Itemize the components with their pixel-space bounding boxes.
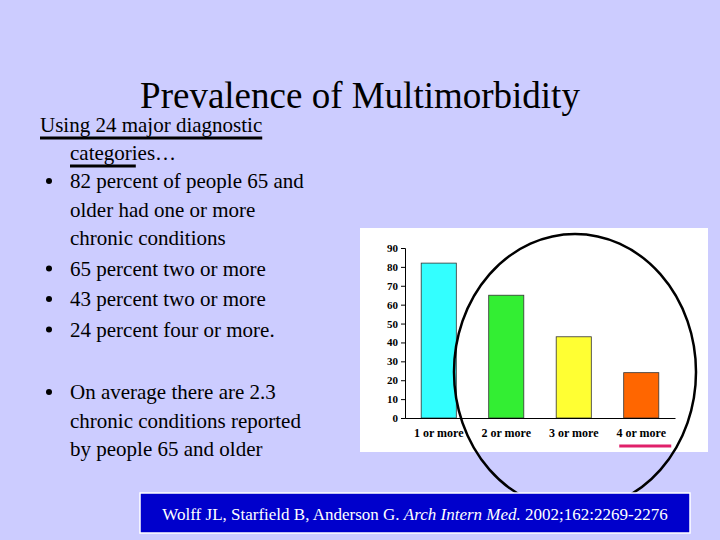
- tick-label: 0: [393, 412, 399, 424]
- tick: 70: [387, 280, 405, 292]
- tick-label: 40: [387, 336, 399, 348]
- tick-mark: [401, 342, 405, 343]
- tick-label: 60: [387, 299, 399, 311]
- bullet-text: 65 percent two or more: [70, 257, 266, 281]
- bullet-text: 24 percent four or more.: [70, 318, 275, 342]
- intro-line: Using 24 major diagnostic: [40, 113, 262, 137]
- bullet-dot: [46, 178, 52, 184]
- bullet-dot: [46, 327, 52, 333]
- tick-label: 1 or more: [414, 426, 464, 440]
- slide-title: Prevalence of Multimorbidity: [140, 75, 580, 116]
- tick-label: 2 or more: [481, 426, 531, 440]
- bar: [624, 373, 659, 418]
- bullet-dot: [46, 296, 52, 302]
- highlight-underline: [619, 445, 671, 448]
- tick-mark: [401, 399, 405, 400]
- tick: 90: [387, 242, 405, 254]
- bullet-text: 82 percent of people 65 and: [70, 169, 304, 193]
- intro-line: categories…: [70, 141, 176, 165]
- bullet-text: On average there are 2.3: [70, 380, 276, 404]
- citation-details: 2002;162:2269-2276: [525, 505, 668, 524]
- tick-label: 3 or more: [549, 426, 599, 440]
- tick-mark: [401, 267, 405, 268]
- tick: 40: [387, 336, 405, 348]
- bullet-text: chronic conditions: [70, 226, 226, 250]
- tick: 80: [387, 261, 405, 273]
- tick-mark: [401, 305, 405, 306]
- tick: 1 or more: [414, 418, 464, 440]
- tick: 60: [387, 299, 405, 311]
- bar: [421, 263, 456, 418]
- tick-label: 30: [387, 355, 399, 367]
- tick-mark: [401, 361, 405, 362]
- highlight-circle: [454, 234, 696, 510]
- axis-line: [401, 249, 406, 419]
- tick-label: 90: [387, 242, 399, 254]
- tick-label: 20: [387, 374, 399, 386]
- bullet-text: 43 percent two or more: [70, 287, 266, 311]
- bullet-dot: [46, 389, 52, 395]
- tick: 20: [387, 374, 405, 386]
- citation-box: [140, 493, 690, 533]
- underline: [70, 165, 136, 168]
- underline: [40, 137, 262, 140]
- tick: 30: [387, 355, 405, 367]
- tick-label: 50: [387, 318, 399, 330]
- tick-label: 4 or more: [616, 426, 666, 440]
- bullet-dot: [46, 266, 52, 272]
- bar: [489, 295, 524, 418]
- axis-line: [406, 418, 676, 419]
- tick: 10: [387, 393, 405, 405]
- citation-journal: Arch Intern Med.: [403, 505, 525, 524]
- tick: 3 or more: [549, 418, 599, 440]
- tick-mark: [401, 380, 405, 381]
- slide: Prevalence of MultimorbidityUsing 24 maj…: [0, 0, 720, 540]
- bar: [556, 337, 591, 418]
- tick-label: 80: [387, 261, 399, 273]
- bullet-text: older had one or more: [70, 198, 255, 222]
- bullet-text: by people 65 and older: [70, 437, 262, 461]
- tick-mark: [401, 418, 405, 419]
- tick-mark: [401, 286, 405, 287]
- bullet-text: chronic conditions reported: [70, 409, 301, 433]
- tick-mark: [401, 248, 405, 249]
- tick: 2 or more: [481, 418, 531, 440]
- citation: Wolff JL, Starfield B, Anderson G. Arch …: [162, 505, 667, 524]
- chart-background: [360, 228, 708, 452]
- tick-mark: [401, 324, 405, 325]
- tick: 4 or more: [616, 418, 666, 440]
- citation-authors: Wolff JL, Starfield B, Anderson G.: [162, 505, 404, 524]
- tick: 50: [387, 318, 405, 330]
- tick-label: 70: [387, 280, 399, 292]
- tick-label: 10: [387, 393, 399, 405]
- tick: 0: [393, 412, 406, 424]
- x-axis: 1 or more 2 or more 3 or more 4 or more: [406, 418, 676, 440]
- y-axis: 0 10 20 30 40 50 60 70 80 90: [387, 242, 406, 424]
